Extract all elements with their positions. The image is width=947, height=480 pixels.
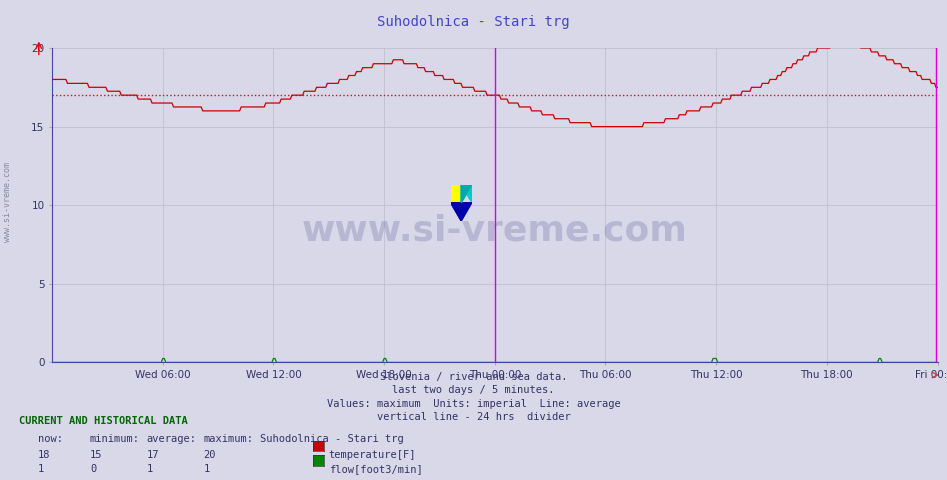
Text: 18: 18 [38, 450, 50, 460]
Text: 1: 1 [38, 464, 45, 474]
Polygon shape [461, 185, 472, 203]
Polygon shape [461, 185, 472, 203]
Text: 0: 0 [90, 464, 97, 474]
Text: 15: 15 [90, 450, 102, 460]
Text: Values: maximum  Units: imperial  Line: average: Values: maximum Units: imperial Line: av… [327, 399, 620, 409]
Polygon shape [451, 203, 472, 221]
Text: www.si-vreme.com: www.si-vreme.com [302, 213, 688, 247]
Polygon shape [461, 185, 472, 203]
Text: flow[foot3/min]: flow[foot3/min] [329, 464, 422, 474]
Polygon shape [451, 185, 461, 203]
Text: Suhodolnica - Stari trg: Suhodolnica - Stari trg [260, 434, 404, 444]
Text: temperature[F]: temperature[F] [329, 450, 416, 460]
Text: Suhodolnica - Stari trg: Suhodolnica - Stari trg [377, 14, 570, 29]
Text: vertical line - 24 hrs  divider: vertical line - 24 hrs divider [377, 412, 570, 422]
Polygon shape [451, 185, 461, 203]
Text: 1: 1 [147, 464, 153, 474]
Text: now:: now: [38, 434, 63, 444]
Text: 20: 20 [204, 450, 216, 460]
Text: maximum:: maximum: [204, 434, 254, 444]
Text: last two days / 5 minutes.: last two days / 5 minutes. [392, 385, 555, 396]
Text: 17: 17 [147, 450, 159, 460]
Text: average:: average: [147, 434, 197, 444]
Text: 1: 1 [204, 464, 210, 474]
Polygon shape [451, 203, 472, 221]
Text: CURRENT AND HISTORICAL DATA: CURRENT AND HISTORICAL DATA [19, 416, 188, 426]
Text: minimum:: minimum: [90, 434, 140, 444]
Text: www.si-vreme.com: www.si-vreme.com [3, 162, 12, 241]
Text: Slovenia / river and sea data.: Slovenia / river and sea data. [380, 372, 567, 382]
